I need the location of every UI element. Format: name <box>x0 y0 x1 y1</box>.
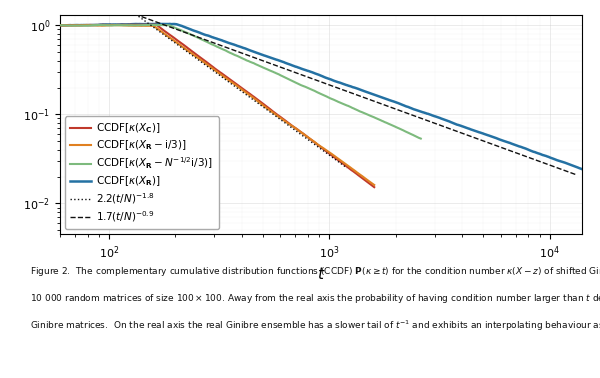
Text: 10 000 random matrices of size $100 \times 100$. Away from the real axis the pro: 10 000 random matrices of size $100 \tim… <box>30 292 600 306</box>
Text: Figure 2.  The complementary cumulative distribution functions (CCDF) $\mathbf{P: Figure 2. The complementary cumulative d… <box>30 265 600 277</box>
X-axis label: $t$: $t$ <box>317 266 325 282</box>
Legend: CCDF[$\kappa(X_{\mathbf{C}})$], CCDF[$\kappa(X_{\mathbf{R}} - \mathrm{i}/3)$], C: CCDF[$\kappa(X_{\mathbf{C}})$], CCDF[$\k… <box>65 116 218 229</box>
Text: Ginibre matrices.  On the real axis the real Ginibre ensemble has a slower tail : Ginibre matrices. On the real axis the r… <box>30 319 600 333</box>
